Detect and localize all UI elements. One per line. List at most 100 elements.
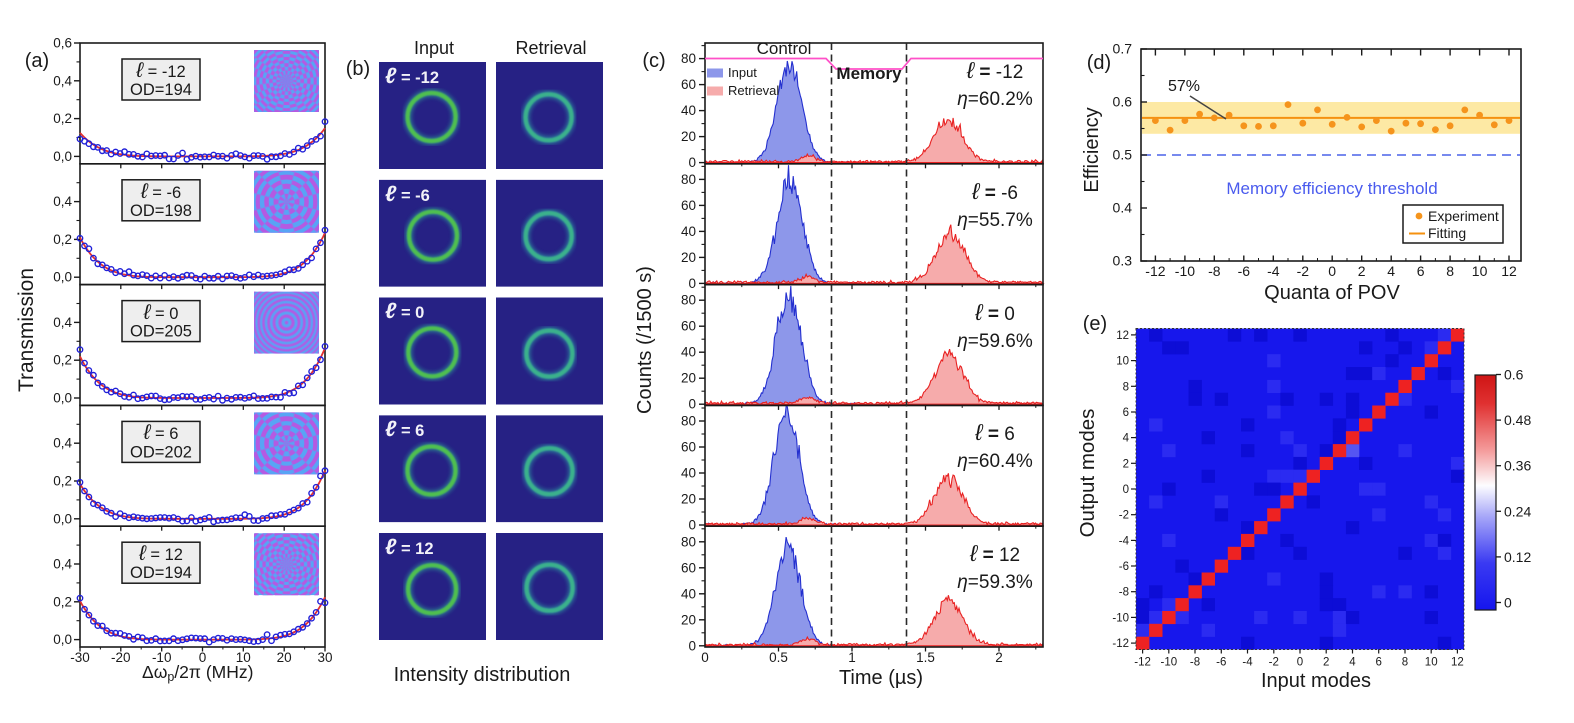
svg-text:-10: -10 [1112,612,1129,624]
svg-text:ℓ = 0: ℓ = 0 [143,301,179,324]
svg-text:(c): (c) [642,50,665,72]
svg-text:0: 0 [688,276,696,291]
svg-text:η=60.4%: η=60.4% [957,451,1033,472]
svg-text:40: 40 [681,466,696,481]
svg-text:60: 60 [681,560,696,575]
svg-text:Δωp/2π (MHz): Δωp/2π (MHz) [142,662,253,684]
svg-text:0,0: 0,0 [53,149,72,164]
svg-text:0,2: 0,2 [53,474,72,489]
svg-text:20: 20 [681,250,696,265]
svg-text:0,4: 0,4 [53,194,72,209]
svg-text:1: 1 [848,650,856,665]
svg-text:ℓ = 12: ℓ = 12 [969,540,1020,566]
svg-text:20: 20 [277,650,292,665]
svg-text:OD=205: OD=205 [130,323,192,341]
svg-text:0.24: 0.24 [1504,503,1531,519]
svg-text:0: 0 [688,397,696,412]
svg-text:η=59.3%: η=59.3% [957,572,1033,593]
svg-text:8: 8 [1402,657,1408,669]
svg-text:0.3: 0.3 [1113,253,1133,269]
svg-text:40: 40 [681,586,696,601]
svg-text:80: 80 [681,293,696,308]
svg-text:0,4: 0,4 [53,73,72,88]
svg-text:6: 6 [1123,407,1129,419]
svg-text:12: 12 [1501,263,1517,279]
svg-text:0,0: 0,0 [53,632,72,647]
svg-text:η=59.6%: η=59.6% [957,331,1033,352]
svg-text:-2: -2 [1297,263,1310,279]
svg-text:0.36: 0.36 [1504,458,1531,474]
svg-text:60: 60 [681,198,696,213]
svg-text:57%: 57% [1168,78,1200,95]
svg-text:Output modes: Output modes [1076,409,1099,538]
svg-text:ℓ = -6: ℓ = -6 [971,178,1018,204]
svg-text:-2: -2 [1269,657,1279,669]
svg-text:0: 0 [1297,657,1303,669]
svg-text:Retrieval: Retrieval [515,38,586,58]
svg-text:Efficiency: Efficiency [1081,107,1103,192]
svg-text:60: 60 [681,77,696,92]
svg-text:0,4: 0,4 [53,557,72,572]
svg-text:0,2: 0,2 [53,353,72,368]
svg-text:0,2: 0,2 [53,111,72,126]
svg-text:0,2: 0,2 [53,594,72,609]
svg-text:0.12: 0.12 [1504,549,1531,565]
svg-text:0,4: 0,4 [53,315,72,330]
svg-text:ℓ = -12: ℓ = -12 [966,57,1024,83]
svg-text:0: 0 [199,650,207,665]
svg-text:ℓ = 6: ℓ = 6 [143,421,179,444]
svg-text:-2: -2 [1119,510,1129,522]
svg-text:12: 12 [1116,330,1129,342]
svg-text:0,0: 0,0 [53,270,72,285]
svg-text:ℓ = 6: ℓ = 6 [974,419,1015,445]
svg-text:80: 80 [681,172,696,187]
svg-text:-10: -10 [152,650,172,665]
svg-text:10: 10 [1425,657,1438,669]
svg-text:-6: -6 [1119,561,1129,573]
svg-text:Time (µs): Time (µs) [839,667,923,689]
svg-text:0: 0 [688,518,696,533]
svg-text:0,4: 0,4 [53,436,72,451]
svg-text:80: 80 [681,51,696,66]
svg-text:60: 60 [681,319,696,334]
svg-text:-20: -20 [111,650,131,665]
svg-text:Experiment: Experiment [1428,208,1499,224]
svg-text:Transmission: Transmission [15,268,38,392]
svg-text:10: 10 [1472,263,1488,279]
svg-text:OD=194: OD=194 [130,81,192,99]
svg-text:-12: -12 [1145,263,1165,279]
svg-text:Input modes: Input modes [1261,670,1371,692]
svg-text:0: 0 [1123,484,1129,496]
svg-text:0.6: 0.6 [1113,94,1133,110]
svg-text:2: 2 [1323,657,1329,669]
svg-text:0: 0 [1328,263,1336,279]
svg-text:20: 20 [681,612,696,627]
svg-text:0: 0 [701,650,709,665]
svg-text:10: 10 [1116,356,1129,368]
svg-text:40: 40 [681,345,696,360]
svg-text:20: 20 [681,492,696,507]
svg-text:80: 80 [681,534,696,549]
svg-text:1.5: 1.5 [916,650,935,665]
svg-text:8: 8 [1446,263,1454,279]
svg-text:0: 0 [1504,595,1512,611]
svg-text:-12: -12 [1134,657,1151,669]
svg-text:Memory efficiency threshold: Memory efficiency threshold [1226,179,1437,198]
svg-text:20: 20 [681,371,696,386]
svg-text:OD=198: OD=198 [130,202,192,220]
svg-text:-6: -6 [1238,263,1251,279]
svg-text:6: 6 [1375,657,1381,669]
svg-text:(a): (a) [25,50,49,72]
svg-text:2: 2 [1123,458,1129,470]
svg-text:0.5: 0.5 [769,650,788,665]
svg-text:40: 40 [681,224,696,239]
svg-text:η=60.2%: η=60.2% [957,89,1033,110]
svg-text:Memory: Memory [836,64,902,83]
svg-text:12: 12 [1451,657,1464,669]
svg-text:0: 0 [688,638,696,653]
svg-text:Counts (/1500 s): Counts (/1500 s) [634,266,656,414]
svg-text:-30: -30 [70,650,90,665]
svg-text:Retrieval: Retrieval [728,83,779,98]
svg-text:ℓ = 0: ℓ = 0 [974,299,1015,325]
svg-text:6: 6 [1417,263,1425,279]
